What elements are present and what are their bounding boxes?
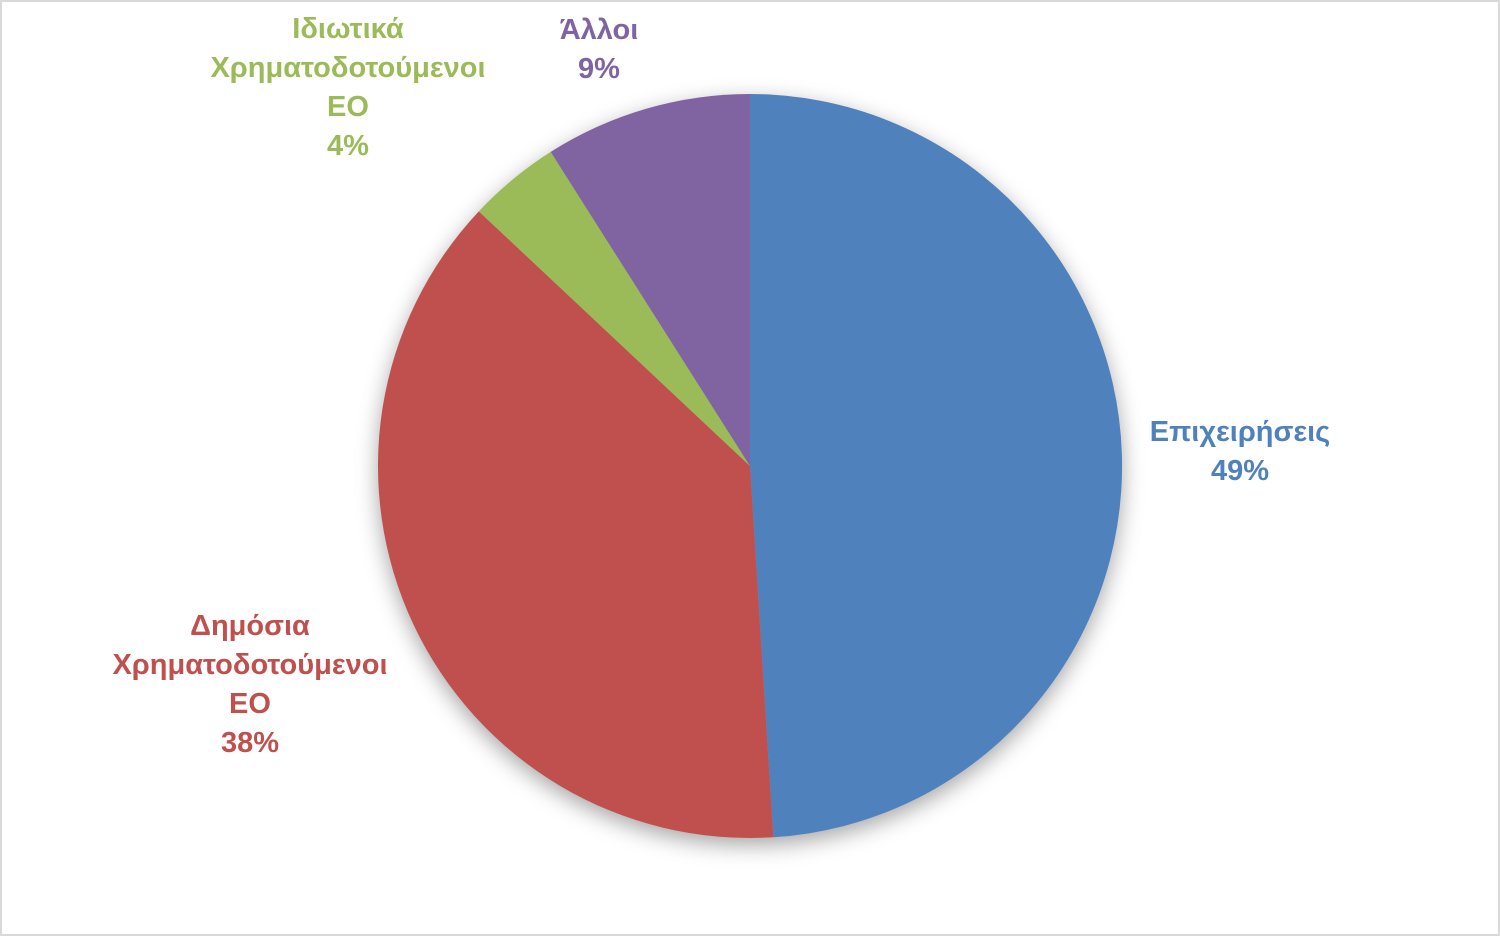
pie-slice-0 [750,93,1123,838]
data-label-line: Επιχειρήσεις [1149,416,1331,448]
pie-slice-3 [550,94,750,466]
data-label-line: Χρηματοδοτούμενοι [210,52,486,84]
data-label-percent: 9% [578,53,620,85]
data-label-line: Δημόσια [190,610,310,642]
data-label-line: Άλλοι [559,14,639,46]
data-label-line: ΕΟ [327,91,369,123]
data-label-line: Ιδιωτικά [292,13,404,45]
pie-slices [377,93,1123,839]
data-label-percent: 4% [327,130,369,162]
data-label-dimosia-eo: Δημόσια Χρηματοδοτούμενοι ΕΟ 38% [60,607,440,763]
data-label-percent: 38% [220,727,280,759]
pie-slice-2 [478,151,750,466]
data-label-line: ΕΟ [229,688,271,720]
data-label-idiotika-eo: Ιδιωτικά Χρηματοδοτούμενοι ΕΟ 4% [158,10,538,166]
data-label-epixeiriseis: Επιχειρήσεις 49% [1070,413,1410,491]
data-label-percent: 49% [1210,455,1270,487]
data-label-line: Χρηματοδοτούμενοι [112,649,388,681]
pie-slice-1 [377,211,774,839]
data-label-alloi: Άλλοι 9% [499,11,699,89]
